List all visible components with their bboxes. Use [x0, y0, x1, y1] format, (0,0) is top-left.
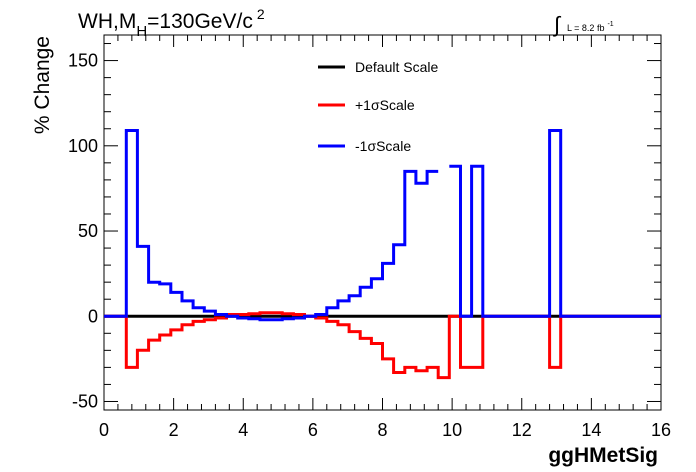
x-tick-label: 14	[581, 420, 601, 440]
x-tick-label: 12	[512, 420, 532, 440]
x-tick-label: 16	[651, 420, 671, 440]
x-axis-label: ggHMetSig	[548, 444, 658, 467]
lumi-superscript: -1	[607, 21, 613, 28]
y-tick-label: -50	[72, 391, 98, 411]
legend-label-plus-1sigma: +1σScale	[355, 97, 415, 113]
series-line-1	[104, 311, 661, 380]
series-line-2	[104, 129, 661, 322]
y-tick-label: 50	[78, 221, 98, 241]
y-tick-label: 150	[68, 51, 98, 71]
x-tick-label: 0	[99, 420, 109, 440]
legend-label-minus-1sigma: -1σScale	[355, 138, 411, 154]
title-superscript: 2	[257, 6, 265, 22]
lumi-text: L = 8.2 fb	[567, 23, 604, 33]
svg-text:L = 8.2 fb-1: L = 8.2 fb -1	[567, 21, 614, 33]
y-tick-label: 0	[88, 306, 98, 326]
x-tick-label: 4	[238, 420, 248, 440]
luminosity-label: ∫ L = 8.2 fb -1	[552, 12, 614, 37]
svg-text:WH,MH=130GeV/c2: WH,MH=130GeV/c 2	[78, 6, 265, 40]
y-axis-label: % Change	[31, 36, 54, 134]
title-rest: =130GeV/c	[147, 10, 253, 33]
x-tick-label: 2	[169, 420, 179, 440]
legend: Default Scale +1σScale -1σScale	[318, 59, 438, 154]
series-layer	[104, 129, 661, 380]
title-main: WH,M	[78, 10, 136, 33]
y-tick-label: 100	[68, 136, 98, 156]
chart-title: WH,MH=130GeV/c 2	[78, 6, 265, 40]
title-subscript: H	[136, 23, 147, 40]
x-tick-label: 8	[377, 420, 387, 440]
x-tick-label: 10	[442, 420, 462, 440]
integral-sign-icon: ∫	[552, 12, 562, 37]
legend-label-default-scale: Default Scale	[355, 59, 438, 75]
x-tick-label: 6	[308, 420, 318, 440]
